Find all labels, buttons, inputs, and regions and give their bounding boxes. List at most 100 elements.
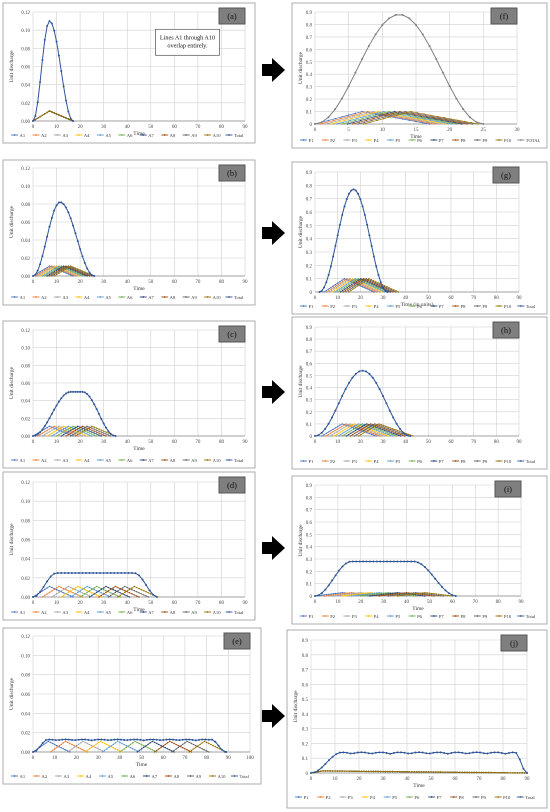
series-point [351,285,353,287]
series-point [395,435,398,437]
series-point [391,770,394,773]
series-point [357,425,359,428]
series-point [119,594,121,597]
series-point [330,123,332,125]
total-point [421,751,424,754]
series-point [138,592,140,594]
x-tick-label: 0 [314,440,317,445]
series-point [379,426,381,428]
series-point [334,283,337,286]
series-point [91,433,93,435]
series-point [397,291,400,293]
legend-marker [185,296,188,298]
legend-item: P3 [352,459,358,464]
x-axis-label: Time [410,134,422,140]
series-point [446,119,448,121]
series-point [442,594,444,596]
series-point [397,432,399,435]
total-point [81,572,84,575]
series-point [84,429,86,432]
total-point [41,255,44,258]
total-point [310,772,312,774]
series-point [366,117,369,120]
series-point [378,591,380,594]
series-point [428,593,431,596]
series-point [117,596,119,598]
series-point [86,428,88,430]
series-point [344,595,346,597]
series-point [67,589,70,592]
series-point [352,288,354,290]
x-axis-label: Time (in units) [401,301,434,308]
series-point [398,592,401,595]
series-point [360,279,362,281]
series-point [100,429,103,431]
total-point [329,265,332,268]
series-point [412,118,415,120]
series-point [58,269,60,272]
series-point [330,429,332,432]
legend-item: P4 [374,459,380,464]
series-point [349,288,352,290]
series-point [346,594,348,597]
series-point [62,425,65,427]
total-point [432,751,435,754]
total-point [526,772,528,774]
series-point [502,772,504,774]
series-point [361,423,364,425]
total-point [126,739,129,742]
series-point [400,117,402,119]
series-point [88,432,91,434]
x-tick-label: 60 [449,296,455,301]
legend-marker [35,134,37,136]
total-point [119,738,122,741]
series-point [53,269,55,272]
series-point [384,116,386,118]
total-point [461,751,464,754]
series-point [56,744,58,747]
legend-marker [142,611,145,613]
legend-marker [185,459,188,461]
legend-marker [163,134,166,136]
x-tick-label: 20 [78,125,84,130]
series-point [39,271,41,273]
series-point [126,590,128,592]
legend-item: P9 [482,459,488,464]
series-point [362,432,364,435]
series-point [346,429,348,432]
total-point [345,198,348,201]
total-point [145,584,148,587]
total-point [67,110,70,113]
series-point [48,269,51,272]
series-point [88,275,91,277]
legend-marker [498,615,500,617]
total-point [50,22,53,25]
series-point [53,265,55,267]
total-point [358,370,361,373]
series-point [114,589,117,592]
series-point [357,279,360,281]
series-point [103,751,106,753]
legend-item: P10 [503,795,511,800]
series-point [387,770,389,773]
series-point [341,286,343,289]
x-tick-label: 20 [74,756,80,761]
series-point [380,425,383,428]
legend-marker [211,775,214,777]
series-point [325,432,328,435]
series-point [352,116,354,118]
series-point [411,771,413,773]
series-point [60,428,62,430]
x-tick-label: 70 [195,440,201,445]
y-axis-label: Unit discharge [293,690,299,723]
series-point [444,118,447,120]
series-point [69,119,72,121]
y-tick-label: 0.00 [21,120,30,125]
total-point [317,434,320,437]
series-point [158,748,160,750]
legend-item: P7 [439,614,445,619]
legend-marker [432,305,435,307]
series-point [412,592,415,594]
series-point [401,594,403,597]
series-point [369,593,371,595]
